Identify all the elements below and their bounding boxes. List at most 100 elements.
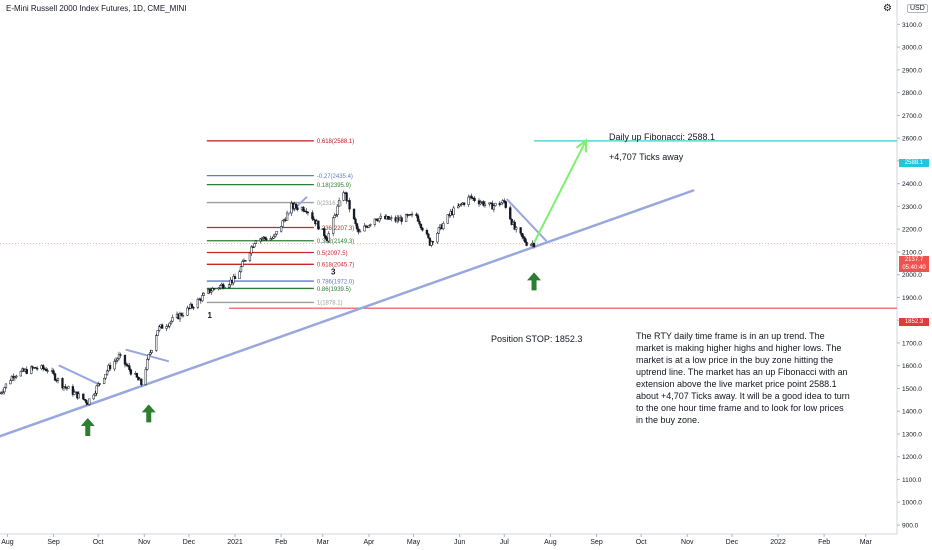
buy-arrow-icon — [141, 404, 156, 423]
candle-body — [355, 223, 359, 230]
target-price-badge: 2588.1 — [899, 159, 929, 167]
candle-body — [114, 359, 118, 362]
x-tick-label: Mar — [317, 539, 330, 546]
fibonacci-retracement[interactable]: 0.618(2588.1) -0.27(2435.4) 0.18(2395.9) 0(… — [206, 139, 354, 307]
uptrend-line[interactable] — [0, 189, 695, 438]
candle-body — [160, 324, 164, 329]
candle-body — [500, 202, 503, 206]
candle-body — [210, 290, 213, 293]
candle-body — [30, 366, 33, 374]
candle-body — [149, 352, 152, 355]
candle-body — [421, 227, 424, 231]
candle-body — [116, 358, 119, 361]
candle-body — [137, 376, 140, 381]
candle-body — [19, 371, 22, 377]
y-tick-label: 2400.0 — [902, 181, 922, 188]
candle-body — [416, 215, 420, 222]
candle-body — [525, 241, 528, 246]
candle-body — [53, 373, 57, 381]
fib-target-title: Daily up Fibonacci: 2588.1 — [609, 132, 716, 142]
gear-icon[interactable]: ⚙ — [883, 3, 892, 14]
pullback-line[interactable] — [58, 364, 100, 385]
candle-body — [251, 246, 255, 248]
candle-body — [41, 365, 45, 369]
candle-body — [213, 288, 216, 290]
x-tick-label: Jun — [454, 539, 465, 546]
candle-body — [272, 236, 275, 239]
candle-body — [253, 243, 256, 248]
candle-body — [239, 266, 243, 273]
candle-body — [425, 230, 429, 235]
candle-body — [52, 370, 55, 374]
candle-body — [271, 238, 274, 240]
analysis-text: The RTY daily time frame is in an up tre… — [636, 331, 850, 425]
chart-title: E-Mini Russell 2000 Index Futures, 1D, C… — [6, 4, 187, 13]
candle-body — [364, 225, 368, 228]
x-tick-label: Apr — [363, 539, 375, 546]
candle-body — [201, 295, 204, 302]
candle-body — [357, 228, 360, 233]
candle-body — [275, 230, 278, 235]
candle-body — [156, 330, 159, 336]
candle-body — [95, 385, 98, 394]
candle-body — [147, 354, 150, 360]
projection-arrow[interactable] — [533, 139, 587, 244]
candle-body — [241, 261, 244, 267]
candle-body — [128, 365, 131, 370]
candle-body — [190, 304, 194, 308]
candle-body — [442, 223, 445, 230]
candle-body — [196, 299, 199, 308]
candle-body — [105, 370, 109, 375]
candle-body — [504, 201, 507, 208]
y-tick-label: 2800.0 — [902, 90, 922, 97]
x-tick-label: Oct — [93, 539, 104, 546]
candle-body — [169, 320, 173, 324]
current-price-value: 2137.7 — [904, 257, 924, 263]
x-tick-label: Nov — [138, 539, 151, 546]
currency-badge[interactable]: USD — [907, 4, 928, 13]
candle-body — [202, 293, 205, 296]
candle-body — [135, 373, 139, 378]
candle-body — [367, 225, 371, 228]
candle-body — [306, 211, 310, 214]
y-tick-label: 1600.0 — [902, 363, 922, 370]
candle-body — [430, 241, 433, 246]
candle-body — [180, 313, 183, 316]
fib-level-label: 0.86(1939.5) — [317, 287, 351, 293]
target-price-value: 2588.1 — [904, 160, 924, 166]
candle-body — [285, 212, 289, 221]
candle-body — [342, 192, 345, 201]
candle-body — [529, 243, 533, 246]
pullback-line[interactable] — [125, 348, 170, 363]
y-tick-label: 1000.0 — [902, 500, 922, 507]
position-stop-label: Position STOP: 1852.3 — [491, 334, 583, 344]
fib-level-label: 0.618(2588.1) — [317, 139, 354, 145]
candle-body — [146, 359, 149, 370]
candle-body — [64, 386, 67, 388]
candle-body — [117, 354, 121, 360]
stop-price-badge: 1852.3 — [899, 318, 929, 326]
candle-body — [248, 252, 252, 261]
projection-arrowhead — [575, 138, 588, 153]
fib-level-label: 1(1878.1) — [317, 301, 343, 307]
candle-body — [352, 208, 356, 220]
candle-body — [520, 232, 524, 237]
candle-body — [515, 227, 518, 230]
candle-body — [388, 218, 391, 220]
candle-body — [244, 260, 247, 262]
candle-body — [10, 376, 14, 381]
candle-body — [378, 217, 381, 222]
candle-body — [4, 383, 8, 388]
candle-body — [400, 217, 403, 222]
candle-body — [387, 216, 390, 220]
x-tick-label: Feb — [818, 539, 830, 546]
fib-level-label: 0(2316.9) — [317, 201, 343, 207]
candle-body — [144, 369, 147, 385]
candle-body — [92, 394, 95, 400]
candle-body — [56, 378, 60, 381]
candle-body — [219, 285, 222, 289]
candle-body — [97, 383, 100, 387]
candle-body — [85, 399, 88, 404]
